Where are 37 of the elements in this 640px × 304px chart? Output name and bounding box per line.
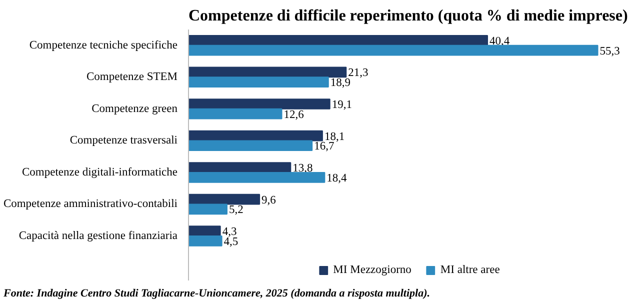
bar — [188, 162, 292, 173]
legend-label: MI Mezzogiorno — [333, 264, 412, 276]
data-label: 40,4 — [489, 35, 510, 48]
bar — [188, 35, 488, 46]
bar — [188, 44, 598, 56]
data-label: 4,3 — [222, 226, 237, 238]
y-tick-label: Capacità nella gestione finanziaria — [18, 230, 178, 242]
data-label: 13,8 — [292, 162, 314, 175]
data-label: 5,2 — [228, 204, 244, 216]
data-label: 21,3 — [348, 67, 369, 80]
source-note: Fonte: Indagine Centro Studi Tagliacarne-Unioncamere, 2025 (domanda a risposta multipla). — [2, 288, 430, 300]
bar — [188, 194, 260, 205]
data-label: 19,1 — [332, 99, 352, 112]
y-tick-label: Competenze trasversali — [70, 134, 178, 147]
bar — [188, 172, 326, 183]
bar — [188, 140, 313, 152]
y-tick-label: Competenze amministrativo-contabili — [3, 198, 178, 210]
data-label: 16,7 — [314, 140, 334, 153]
bar — [188, 226, 221, 237]
data-label: 12,6 — [284, 108, 304, 121]
data-label: 9,6 — [262, 194, 276, 206]
y-tick-label: Competenze STEM — [86, 71, 178, 84]
data-label: 18,9 — [330, 77, 351, 90]
data-label: 55,3 — [600, 45, 620, 58]
legend-label: MI altre aree — [440, 264, 500, 276]
bar — [188, 204, 228, 215]
bar — [188, 108, 282, 120]
bar — [188, 98, 330, 110]
y-tick-label: Competenze green — [92, 102, 178, 115]
y-tick-label: Competenze tecniche specifiche — [29, 39, 178, 52]
data-label: 18,1 — [324, 130, 345, 143]
data-label: 4,5 — [224, 236, 238, 248]
y-tick-label: Competenze digitali-informatiche — [22, 166, 178, 178]
bar — [188, 236, 222, 246]
chart-title: Competenze di difficile reperimento (quota % di medie imprese) — [188, 8, 628, 24]
bar — [188, 76, 329, 88]
data-label: 18,4 — [326, 172, 348, 184]
